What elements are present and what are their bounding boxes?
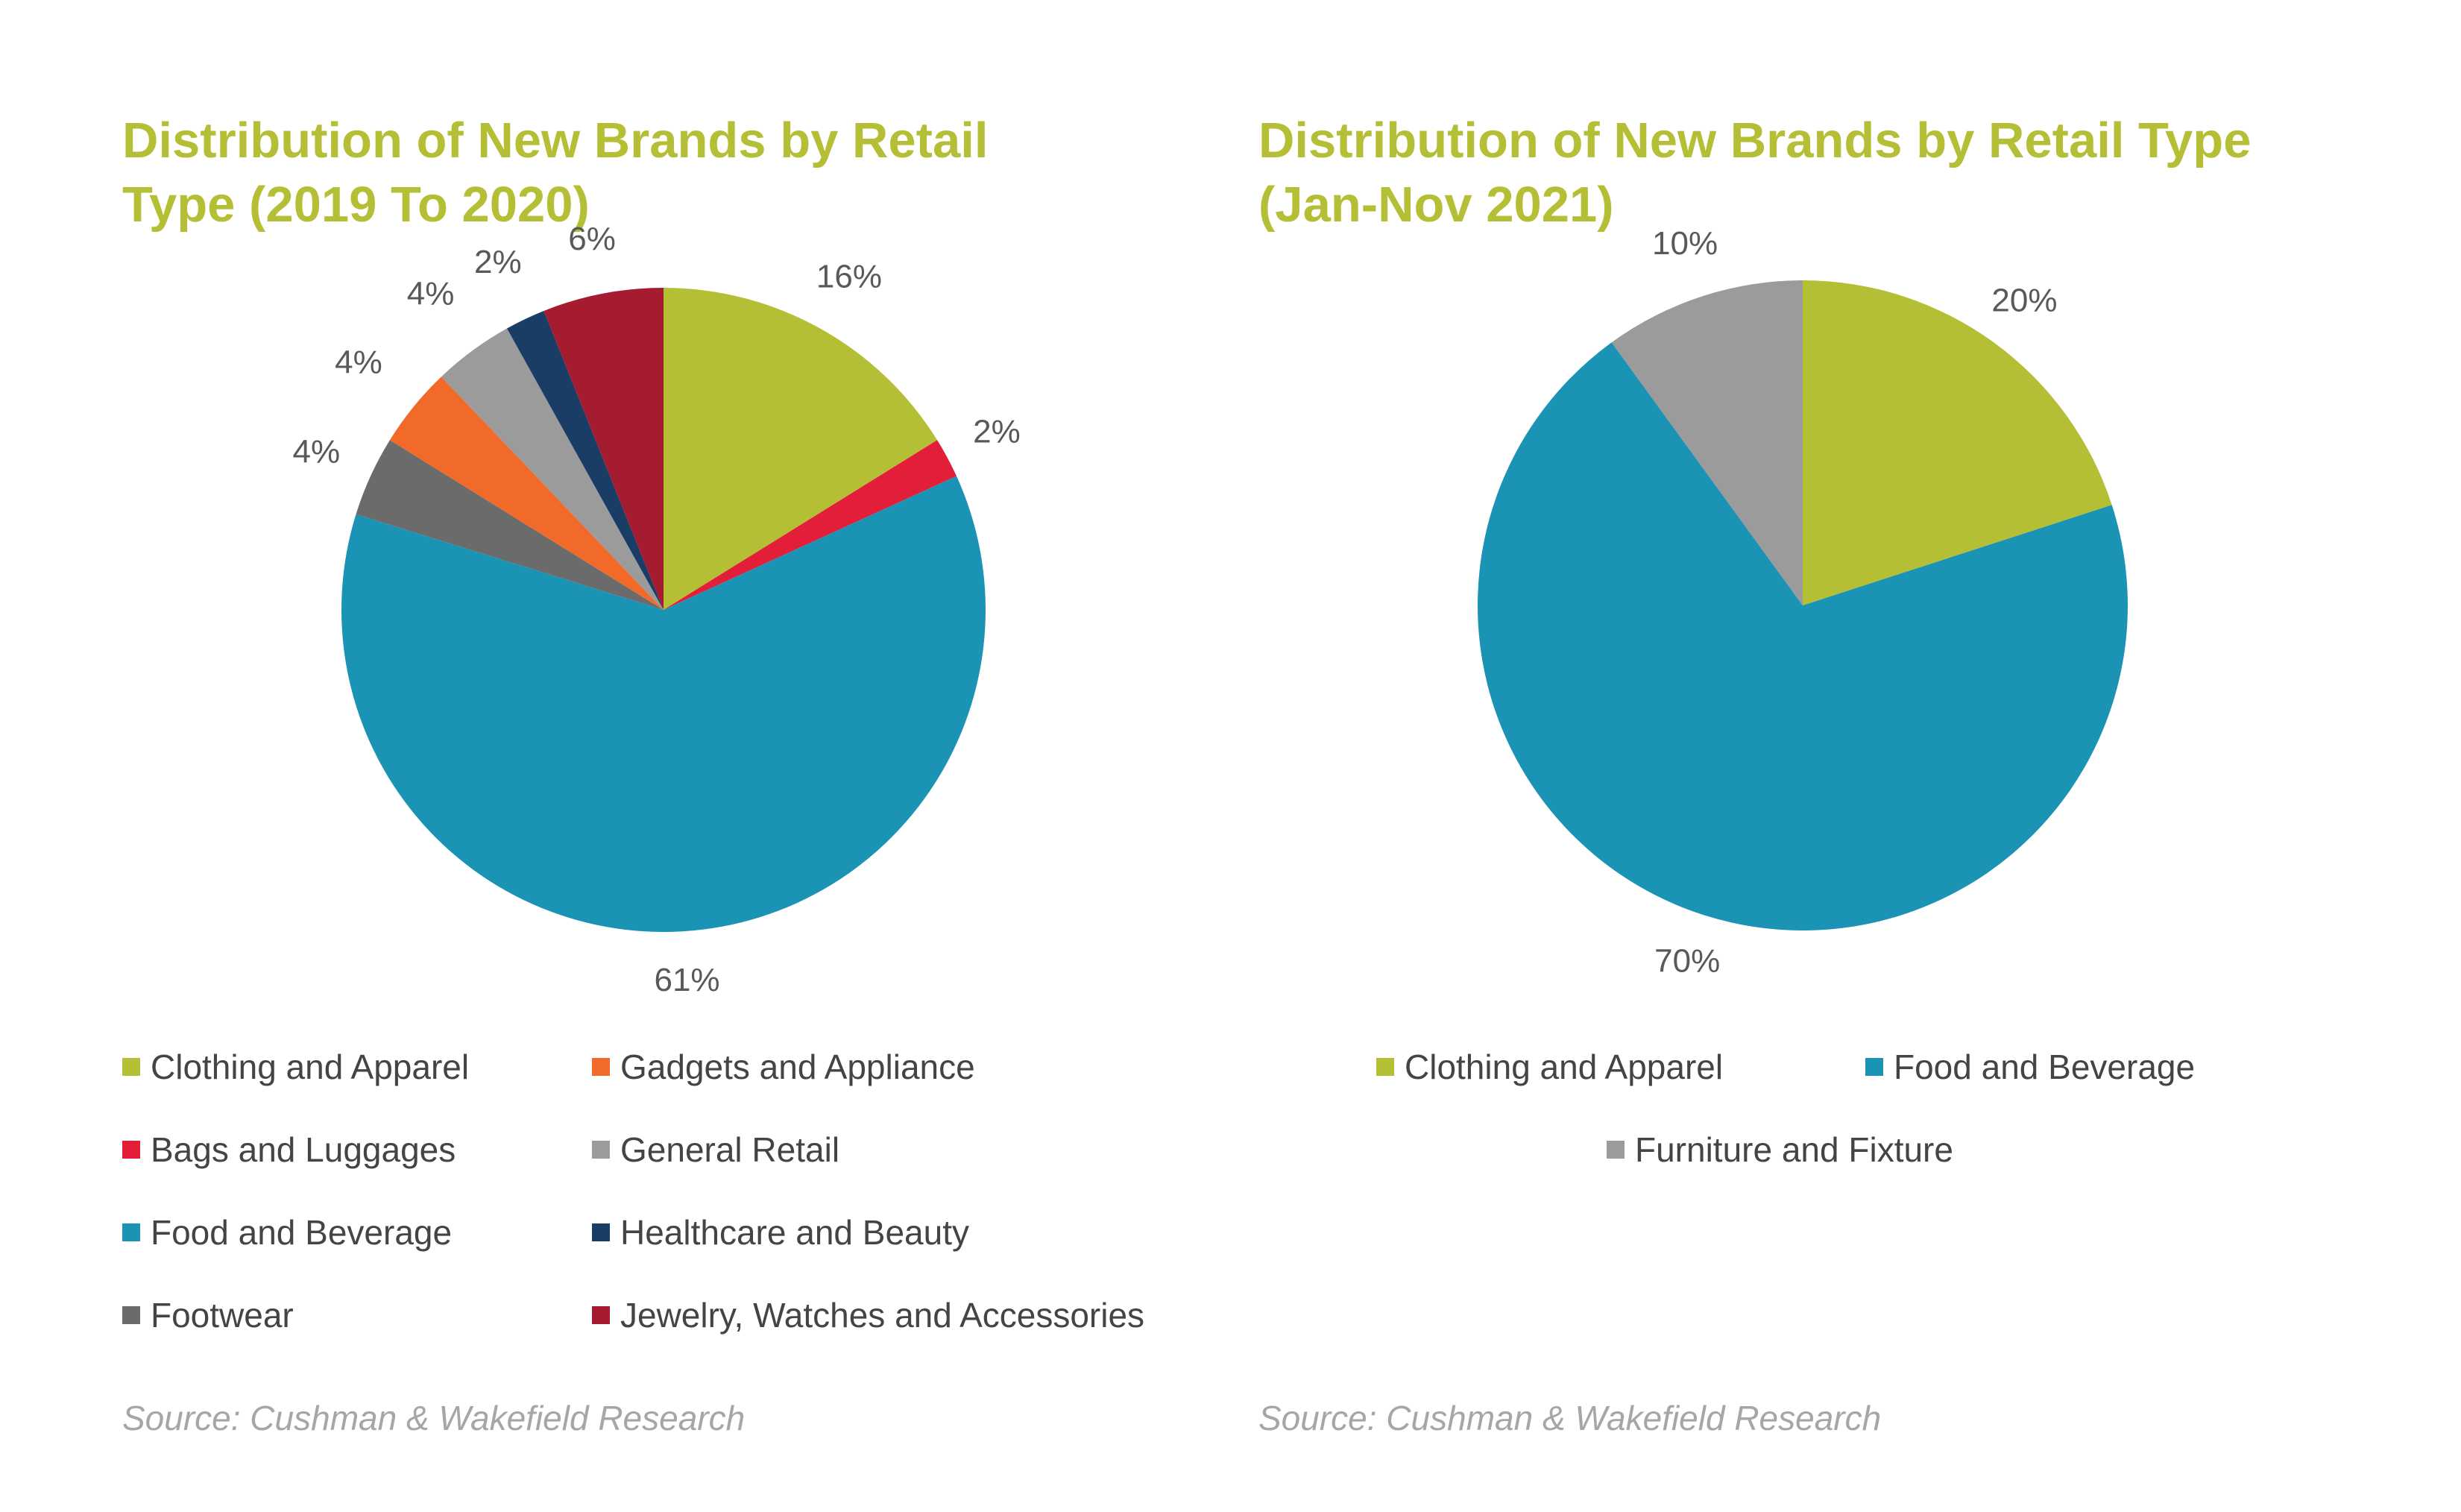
legend-item-clothing-and-apparel: Clothing and Apparel [1376,1047,1723,1087]
pie-slice-healthcare-and-beauty [506,310,664,610]
legend-item-bags-and-luggages: Bags and Luggages [122,1130,456,1170]
legend-swatch [592,1223,610,1241]
legend-item-gadgets-and-appliance: Gadgets and Appliance [592,1047,975,1087]
legend-item-jewelry-watches-and-accessories: Jewelry, Watches and Accessories [592,1295,1144,1335]
legend-label: Footwear [151,1296,294,1335]
pie-slice-footwear [356,440,664,610]
legend-label: General Retail [620,1130,840,1169]
legend-label: Clothing and Apparel [1405,1048,1724,1086]
legend-swatch [1376,1058,1394,1076]
legend-item-general-retail: General Retail [592,1130,839,1170]
data-label-food-and-beverage: 70% [1654,942,1720,979]
data-label-healthcare-and-beauty: 2% [474,244,522,280]
legend-label: Food and Beverage [151,1213,453,1252]
pie-slice-clothing-and-apparel [1803,280,2112,605]
pie-slice-bags-and-luggages [664,440,957,610]
pie-slice-clothing-and-apparel [664,288,938,610]
legend-label: Clothing and Apparel [151,1048,470,1086]
legend-item-clothing-and-apparel: Clothing and Apparel [122,1047,469,1087]
legend-swatch [1865,1058,1883,1076]
legend-swatch [122,1306,140,1324]
data-label-bags-and-luggages: 2% [973,414,1021,450]
legend-label: Bags and Luggages [151,1130,456,1169]
legend-label: Furniture and Fixture [1635,1130,1953,1169]
data-label-gadgets-and-appliance: 4% [335,344,382,381]
legend-item-healthcare-and-beauty: Healthcare and Beauty [592,1212,969,1253]
legend-item-furniture-and-fixture: Furniture and Fixture [1607,1130,1953,1170]
legend-swatch [122,1058,140,1076]
data-label-clothing-and-apparel: 20% [1991,283,2057,319]
chart-2-source: Source: Cushman & Wakefield Research [1258,1399,1882,1437]
pie-slice-general-retail [441,328,664,610]
data-label-jewelry-watches-and-accessories: 6% [568,221,616,257]
data-label-general-retail: 4% [407,276,455,312]
data-label-footwear: 4% [292,433,340,470]
legend-item-footwear: Footwear [122,1295,294,1335]
legend-swatch [592,1058,610,1076]
legend-label: Jewelry, Watches and Accessories [620,1296,1145,1335]
legend-swatch [122,1141,140,1159]
legend-swatch [1607,1141,1625,1159]
pie-slice-gadgets-and-appliance [389,377,664,610]
legend-label: Food and Beverage [1894,1048,2196,1086]
pie-slice-food-and-beverage [1477,342,2128,931]
legend-swatch [592,1141,610,1159]
legend-swatch [122,1223,140,1241]
data-label-furniture-and-fixture: 10% [1652,225,1718,262]
pie-slice-jewelry-watches-and-accessories [543,288,664,610]
legend-item-food-and-beverage: Food and Beverage [122,1212,452,1253]
data-label-food-and-beverage: 61% [654,962,719,998]
legend-label: Gadgets and Appliance [620,1048,975,1086]
pie-slice-food-and-beverage [341,476,986,932]
chart-1-source: Source: Cushman & Wakefield Research [122,1399,746,1437]
legend-swatch [592,1306,610,1324]
chart-1-title: Distribution of New Brands by Retail Typ… [122,113,989,233]
chart-2-title: Distribution of New Brands by Retail Typ… [1258,113,2252,233]
legend-item-food-and-beverage: Food and Beverage [1865,1047,2195,1087]
data-label-clothing-and-apparel: 16% [816,259,882,295]
pie-slice-furniture-and-fixture [1611,280,1803,605]
legend-label: Healthcare and Beauty [620,1213,969,1252]
